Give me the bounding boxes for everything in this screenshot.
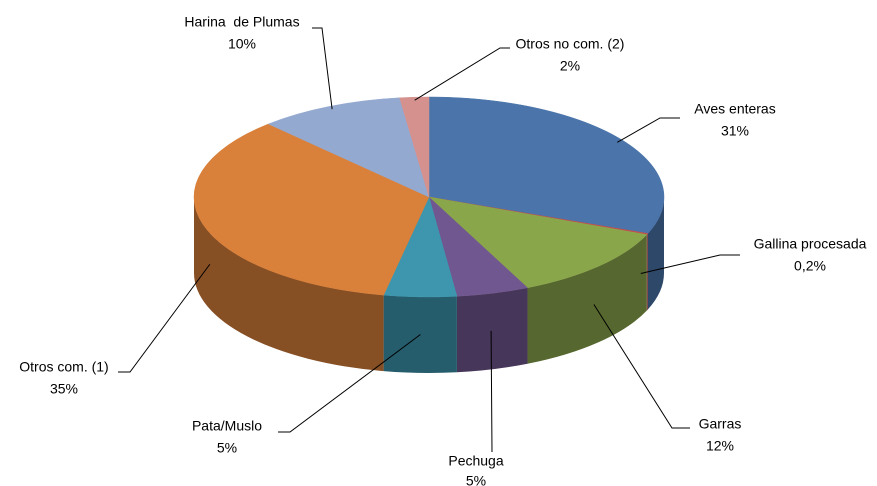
slice-label: Otros com. (1) bbox=[19, 359, 108, 375]
slice-side bbox=[194, 197, 384, 372]
slice-value-label: 5% bbox=[217, 440, 237, 456]
slice-label: Pechuga bbox=[448, 453, 503, 469]
leader-line bbox=[312, 27, 333, 110]
slice bbox=[428, 196, 648, 289]
slice-value-label: 2% bbox=[560, 58, 580, 74]
leader-line bbox=[640, 254, 740, 274]
slice-label: Harina de Plumas bbox=[184, 14, 299, 30]
slice bbox=[193, 123, 430, 296]
leader-line bbox=[490, 330, 493, 453]
leader-line bbox=[278, 334, 421, 433]
leader-line bbox=[414, 47, 510, 101]
slice-value-label: 35% bbox=[50, 381, 78, 397]
slice-value-label: 5% bbox=[466, 473, 486, 486]
slice-value-label: 10% bbox=[228, 36, 256, 52]
slice-value-label: 31% bbox=[721, 123, 749, 139]
slice bbox=[399, 96, 430, 198]
slice bbox=[428, 96, 665, 234]
leader-line bbox=[593, 304, 690, 429]
slice bbox=[267, 97, 430, 198]
slice-label: Garras bbox=[699, 416, 742, 432]
slice-side bbox=[527, 234, 647, 364]
slice-label: Otros no com. (2) bbox=[516, 36, 625, 52]
leader-line bbox=[118, 263, 211, 373]
slice-label: Aves enteras bbox=[694, 101, 775, 117]
slice-label: Pata/Muslo bbox=[192, 418, 262, 434]
slice-value-label: 0,2% bbox=[794, 258, 826, 274]
leader-line bbox=[617, 117, 680, 143]
slice-side bbox=[647, 197, 664, 310]
slice-side bbox=[383, 295, 457, 373]
slice-label: Gallina procesada bbox=[754, 236, 867, 252]
slice-side bbox=[456, 287, 528, 373]
slice-value-label: 12% bbox=[706, 438, 734, 454]
